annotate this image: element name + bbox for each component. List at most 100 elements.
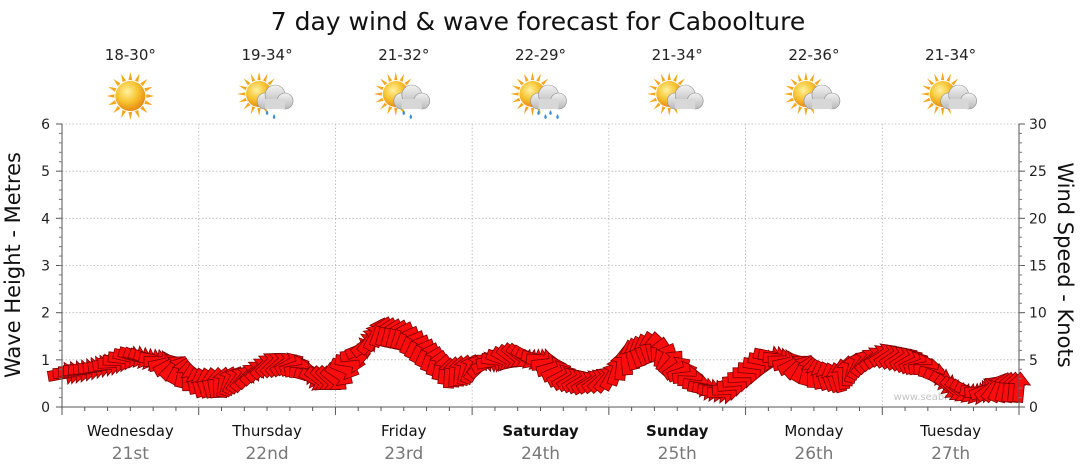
date-label: 22nd	[245, 444, 288, 464]
sun-ray	[108, 86, 117, 92]
sun-ray	[804, 72, 808, 81]
sun-ray	[250, 73, 256, 82]
date-label: 27th	[931, 444, 970, 464]
sun-ray	[404, 78, 412, 86]
sun-ray	[790, 78, 798, 86]
y-tick-label-right: 0	[1029, 400, 1038, 416]
sun-ray	[128, 111, 133, 120]
y-tick-label-left: 1	[41, 353, 50, 369]
sun-ray	[814, 78, 822, 86]
sun-ray	[804, 107, 808, 116]
sun-ray	[951, 78, 959, 86]
day-label: Friday	[381, 422, 427, 440]
day-label: Wednesday	[87, 422, 174, 440]
cloud-body	[265, 99, 286, 109]
sun-ray	[106, 94, 115, 98]
sun-ray	[783, 92, 793, 96]
sun-ray	[530, 72, 535, 81]
sun-ray	[144, 100, 153, 106]
day-label: Monday	[784, 422, 843, 440]
sun-ray	[648, 97, 658, 103]
y-tick-label-right: 10	[1029, 306, 1047, 322]
partly-cloudy-icon	[647, 72, 704, 116]
sun-ray	[940, 72, 945, 81]
y-tick-label-right: 25	[1029, 164, 1047, 180]
y-tick-label-left: 6	[41, 117, 50, 133]
sun-ray	[648, 85, 658, 91]
sun-ray	[238, 97, 247, 103]
sun-ray	[920, 92, 929, 96]
sun-ray	[927, 78, 934, 86]
date-label: 21st	[112, 444, 149, 464]
cloud-body	[811, 99, 832, 109]
sun-ray	[262, 73, 268, 82]
date-label: 26th	[794, 444, 833, 464]
sun-ray	[394, 72, 398, 81]
sun-ray	[541, 78, 549, 86]
partly-cloudy-showers-icon	[373, 72, 431, 119]
sun-ray	[667, 72, 671, 81]
sun-ray	[399, 73, 405, 82]
y-axis-label-left: Wave Height - Metres	[1, 152, 25, 378]
date-label: 24th	[521, 444, 560, 464]
sun-ray	[530, 107, 535, 116]
sun-ray	[653, 78, 661, 86]
sun-ray	[238, 85, 247, 91]
y-tick-label-left: 4	[41, 211, 50, 227]
partly-cloudy-showers-icon	[237, 72, 294, 119]
sun-ray	[667, 107, 671, 116]
sun-ray	[512, 97, 521, 103]
rain-drop	[556, 114, 559, 119]
chart-title: 7 day wind & wave forecast for Cabooltur…	[271, 7, 805, 36]
partly-cloudy-rain-icon	[510, 72, 567, 119]
sun-ray	[380, 102, 388, 110]
y-tick-label-left: 3	[41, 259, 50, 275]
date-label: 25th	[658, 444, 697, 464]
sun-ray	[140, 79, 148, 87]
cloud-body	[538, 99, 559, 109]
sun-ray	[934, 106, 939, 115]
date-label: 23rd	[384, 444, 423, 464]
rain-drop	[402, 110, 406, 115]
sun-ray	[647, 92, 656, 96]
sun-ray	[380, 78, 388, 86]
y-tick-label-right: 30	[1029, 117, 1047, 133]
sun-ray	[375, 97, 384, 103]
sun-ray	[140, 105, 148, 113]
sun-ray	[510, 92, 519, 96]
sun-ray	[373, 92, 382, 96]
sun-disc	[115, 81, 146, 111]
sun-ray	[387, 73, 393, 82]
cloud-body	[675, 99, 696, 109]
sun-ray	[660, 73, 666, 82]
y-tick-label-left: 5	[41, 164, 50, 180]
sun-ray	[267, 78, 275, 86]
temperature-label: 21-34°	[652, 46, 703, 64]
sun-ray	[113, 105, 121, 113]
sun-ray	[797, 106, 803, 115]
y-tick-label-left: 2	[41, 306, 50, 322]
sun-ray	[121, 73, 127, 83]
temperature-label: 22-36°	[788, 46, 839, 64]
sun-ray	[672, 73, 678, 82]
day-label: Saturday	[502, 422, 579, 440]
day-label: Sunday	[646, 422, 709, 440]
rain-drop	[272, 114, 276, 119]
sun-ray	[243, 78, 251, 86]
cloud-body	[401, 99, 422, 109]
y-tick-label-right: 15	[1029, 259, 1047, 275]
rain-drop	[544, 114, 547, 119]
sun-ray	[677, 78, 685, 86]
sun-ray	[524, 73, 529, 82]
sun-ray	[660, 106, 666, 115]
sun-ray	[108, 100, 117, 106]
rain-drop	[409, 114, 413, 119]
sun-ray	[922, 85, 931, 91]
sun-ray	[250, 106, 256, 115]
sun-ray	[387, 106, 393, 115]
temperature-label: 22-29°	[515, 46, 566, 64]
day-label: Tuesday	[919, 422, 981, 440]
y-tick-label-right: 20	[1029, 211, 1047, 227]
partly-cloudy-icon	[920, 72, 977, 116]
